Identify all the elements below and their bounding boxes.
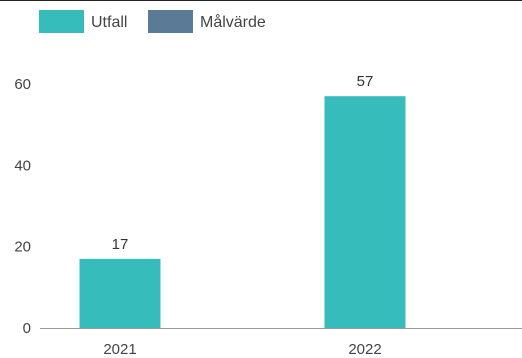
legend-label-utfall[interactable]: Utfall: [91, 14, 127, 31]
y-tick-label: 0: [23, 320, 31, 337]
data-label-2021: 17: [112, 236, 129, 253]
y-tick-label: 60: [14, 76, 31, 93]
bar-2021[interactable]: [79, 258, 161, 328]
y-tick-label: 20: [14, 239, 31, 256]
x-tick-label-2021: 2021: [103, 341, 136, 358]
x-tick-label-2022: 2022: [348, 341, 381, 358]
bar-2022[interactable]: [324, 96, 406, 328]
legend: Utfall Målvärde: [39, 10, 266, 33]
y-axis-ticks: 0 20 40 60: [14, 76, 31, 337]
legend-label-malvarde[interactable]: Målvärde: [200, 13, 266, 31]
y-tick-label: 40: [14, 157, 31, 174]
legend-swatch-malvarde[interactable]: [148, 10, 193, 33]
x-axis-ticks: 2021 2022: [103, 341, 381, 358]
legend-swatch-utfall[interactable]: [39, 10, 84, 33]
bars: [79, 96, 406, 328]
data-label-2022: 57: [357, 73, 374, 90]
